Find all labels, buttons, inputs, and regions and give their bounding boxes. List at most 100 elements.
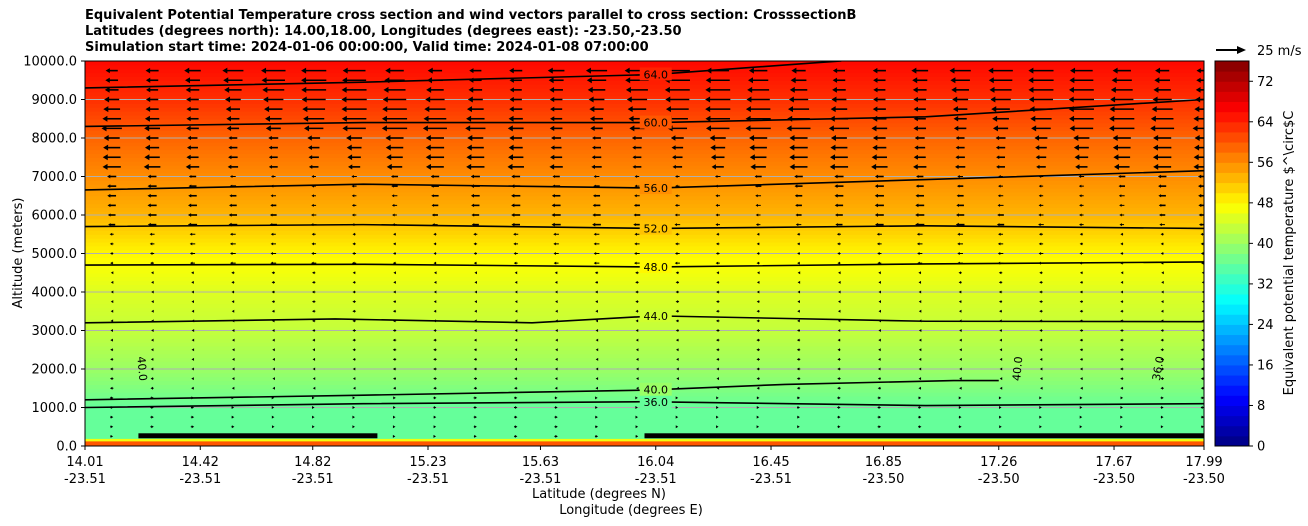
wind-vector-head [745,106,751,113]
wind-vector-head [514,309,518,313]
wind-vector-head [918,425,922,429]
wind-vector-head [268,145,272,150]
wind-vector-head [547,67,553,74]
theta-e-band [85,349,1204,355]
wind-vector-head [271,406,275,409]
wind-vector-head [958,309,962,313]
wind-vector-head [555,348,558,352]
wind-vector-head [272,329,275,332]
theta-e-band [85,191,1204,197]
wind-vector-head [709,135,715,141]
wind-vector-head [433,357,436,361]
wind-vector-head [186,154,191,160]
wind-vector-head [271,280,275,284]
wind-vector-head [1040,386,1043,390]
wind-vector-head [433,377,436,381]
wind-vector-head [1031,125,1037,132]
wind-vector-head [1074,154,1080,161]
wind-vector-head [1120,280,1124,284]
wind-vector-head [110,425,114,429]
wind-vector-head [590,125,595,131]
theta-e-band [85,199,1204,205]
wind-vector-head [1113,154,1119,161]
wind-vector-head [352,309,355,313]
wind-vector-head [1160,348,1164,352]
wind-vector-head [593,242,597,246]
wind-vector-head [107,174,111,179]
contour-inline-label: 40.0 [134,356,149,382]
wind-vector-head [796,348,800,352]
wind-vector-head [1196,77,1201,83]
wind-vector-head [754,175,758,178]
wind-vector-head [916,232,920,236]
wind-vector-head [877,367,881,371]
wind-vector-head [225,106,231,113]
wind-vector-head [110,329,113,332]
wind-vector-head [102,163,108,170]
wind-vector-head [952,96,958,103]
wind-vector-head [959,386,962,390]
theta-e-band [85,99,1204,104]
wind-vector-head [756,357,759,361]
wind-vector-head [272,367,275,371]
wind-vector-head [959,357,962,361]
theta-e-band [85,103,1204,108]
wind-vector-head [312,367,316,371]
contour-line [85,379,999,401]
wind-vector-head [627,106,633,113]
wind-vector-head [595,338,599,342]
theta-e-band [85,411,1204,416]
wind-vector-head [301,67,307,74]
wind-vector-head [633,203,637,207]
wind-vector-head [312,406,315,409]
wind-vector-head [989,86,995,93]
wind-vector-head [346,135,352,141]
wind-vector-head [705,125,711,132]
y-tick-label: 0.0 [56,440,77,455]
wind-vector-head [874,174,879,179]
x-tick-label-lat: 14.42 [182,455,219,470]
wind-vector-head [997,194,1001,198]
wind-vector-head [392,348,396,352]
wind-vector-head [755,213,759,217]
wind-vector-head [1079,280,1083,284]
wind-vector-head [837,252,840,255]
wind-vector-head [959,338,962,342]
wind-vector-head [675,290,679,294]
wind-vector-head [303,115,309,122]
wind-vector-head [716,406,719,409]
wind-vector-head [716,434,719,438]
wind-vector-head [265,125,271,132]
wind-vector-head [514,396,518,400]
theta-e-band [85,415,1204,420]
wind-vector-head [1034,135,1040,141]
wind-vector-head [874,213,878,217]
wind-vector-head [1039,396,1042,400]
wind-vector-head [232,338,235,342]
wind-vector-head [1112,67,1118,74]
colorbar-segment [1215,263,1249,275]
wind-vector-head [589,115,595,122]
y-tick-label: 1000.0 [32,401,78,416]
wind-vector-head [635,300,638,304]
wind-vector-head [151,425,154,429]
wind-vector-head [430,174,434,179]
wind-vector-head [834,174,838,179]
wind-vector-head [311,300,315,304]
y-tick-label: 8000.0 [32,132,78,147]
wind-vector-head [392,357,396,361]
wind-vector-head [756,348,759,352]
wind-vector-head [110,280,114,284]
wind-vector-head [634,242,637,246]
wind-vector-head [710,154,716,161]
wind-vector-head [263,96,269,103]
wind-vector-head [352,357,356,361]
wind-vector-head [508,154,514,161]
wind-vector-head [1120,232,1123,236]
wind-vector-head [1120,338,1123,342]
wind-vector-head [467,96,473,103]
wind-vector-head [393,396,396,400]
wind-vector-head [588,96,594,103]
wind-vector-head [794,184,798,188]
wind-vector-head [231,271,234,275]
